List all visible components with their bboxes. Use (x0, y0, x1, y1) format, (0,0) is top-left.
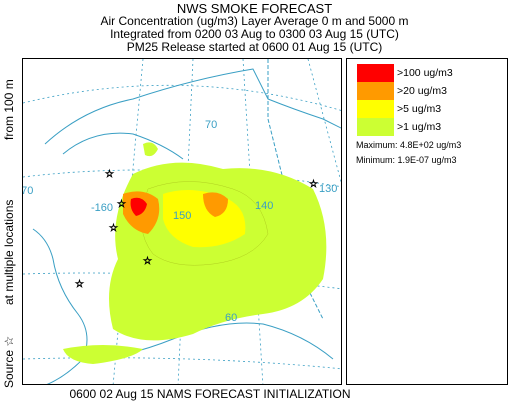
map-panel: 170 -160 150 140 130 70 60 ☆ ☆ ☆ ☆ ☆ ☆ (22, 58, 342, 385)
latitude-line-70 (23, 84, 341, 111)
star-icon: ☆ (105, 169, 114, 180)
lon-label-160: -160 (91, 202, 113, 214)
lon-label-150: 150 (173, 210, 191, 222)
lon-label-170: 170 (23, 185, 33, 197)
contour-gt20-east (203, 192, 228, 217)
longitude-line-130 (307, 59, 341, 184)
forecast-subtitle: Air Concentration (ug/m3) Layer Average … (100, 14, 409, 28)
contour-north (143, 142, 158, 157)
side-label-from: from 100 m (2, 79, 16, 140)
integration-period: Integrated from 0200 03 Aug to 0300 03 A… (110, 27, 399, 41)
legend-maximum: Maximum: 4.8E+02 ug/m3 (356, 140, 462, 150)
legend-label-gt1: >1 ug/m3 (397, 121, 442, 133)
lon-label-130: 130 (319, 183, 337, 195)
legend-minimum: Minimum: 1.9E-07 ug/m3 (356, 155, 457, 165)
star-icon: ☆ (117, 199, 126, 210)
side-label-locations: at multiple locations (2, 199, 16, 305)
source-markers: ☆ ☆ ☆ ☆ ☆ ☆ (75, 169, 319, 291)
legend-swatch-gt1 (357, 118, 394, 136)
star-icon: ☆ (143, 256, 152, 267)
legend-swatch-gt5 (357, 100, 394, 118)
smoke-map: 170 -160 150 140 130 70 60 ☆ ☆ ☆ ☆ ☆ ☆ (23, 59, 341, 384)
north-slope (62, 132, 184, 160)
latitude-line-55 (23, 357, 341, 370)
contour-peninsula (63, 345, 143, 364)
legend-label-gt5: >5 ug/m3 (397, 103, 442, 115)
legend-swatch-gt20 (357, 82, 394, 100)
forecast-initialization: 0600 02 Aug 15 NAMS FORECAST INITIALIZAT… (69, 387, 351, 401)
star-icon: ☆ (109, 223, 118, 234)
legend-label-gt20: >20 ug/m3 (397, 85, 447, 97)
legend-panel: >100 ug/m3 >20 ug/m3 >5 ug/m3 >1 ug/m3 M… (346, 58, 508, 385)
side-label-source: Source ☆ (2, 335, 16, 388)
star-icon: ☆ (309, 179, 318, 190)
legend-swatch-gt100 (357, 64, 394, 82)
contour-gt100 (130, 197, 147, 216)
lat-label-70: 70 (205, 119, 217, 131)
forecast-title: NWS SMOKE FORECAST (176, 1, 333, 16)
lon-label-140: 140 (255, 200, 273, 212)
star-icon: ☆ (75, 279, 84, 290)
legend-label-gt100: >100 ug/m3 (397, 67, 453, 79)
arctic-coast (44, 68, 341, 145)
release-info: PM25 Release started at 0600 01 Aug 15 (… (126, 40, 383, 54)
lat-label-60: 60 (225, 312, 237, 324)
smoke-contours (63, 142, 327, 364)
west-coast (32, 228, 88, 384)
